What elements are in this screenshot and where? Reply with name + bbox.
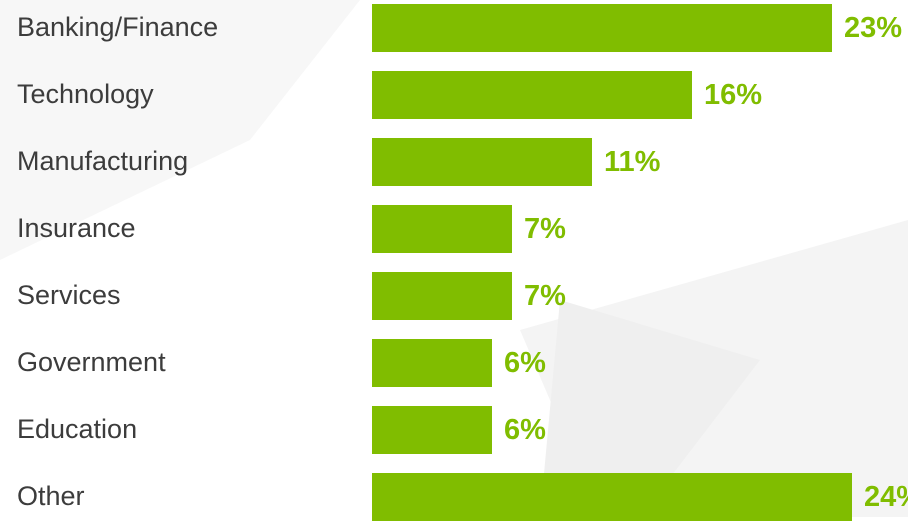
bar <box>372 4 832 52</box>
bar <box>372 272 512 320</box>
value-label: 6% <box>504 347 546 379</box>
category-label: Insurance <box>17 213 136 243</box>
value-label: 23% <box>844 12 903 44</box>
bar <box>372 138 592 186</box>
category-label: Government <box>17 347 166 377</box>
category-label: Other <box>17 481 85 511</box>
bar <box>372 406 492 454</box>
bar <box>372 473 852 521</box>
bar <box>372 205 512 253</box>
bar <box>372 71 692 119</box>
bar <box>372 339 492 387</box>
category-label: Services <box>17 280 121 310</box>
value-label: 16% <box>704 79 763 111</box>
value-label: 6% <box>504 414 546 446</box>
category-label: Manufacturing <box>17 146 189 176</box>
value-label: 7% <box>524 280 566 312</box>
category-label: Technology <box>17 79 154 109</box>
category-label: Banking/Finance <box>17 12 219 42</box>
value-label: 7% <box>524 213 566 245</box>
category-label: Education <box>17 414 138 444</box>
value-label: 11% <box>604 146 661 178</box>
value-label: 24% <box>864 481 908 513</box>
